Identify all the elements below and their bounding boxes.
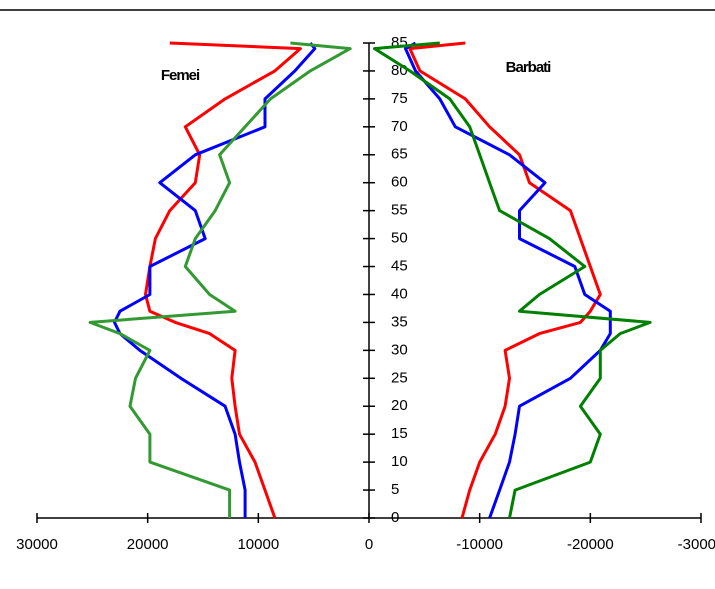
y-tick-label: 55: [391, 202, 408, 219]
y-tick-label: 35: [391, 313, 408, 330]
x-tick-label: 30000: [16, 536, 58, 553]
x-tick-label: 0: [365, 536, 373, 553]
y-tick-label: 40: [391, 285, 408, 302]
y-tick-label: 70: [391, 118, 408, 135]
series-line: [373, 41, 652, 519]
y-tick-label: 15: [391, 425, 408, 442]
series-line: [88, 41, 352, 518]
x-tick-label: 10000: [237, 536, 279, 553]
y-tick-label: 20: [391, 397, 408, 414]
x-tick-label: -30000: [678, 536, 715, 553]
series-line: [144, 41, 302, 519]
series-line: [404, 41, 612, 519]
annotation: Barbati: [506, 59, 552, 76]
x-tick-label: -10000: [456, 536, 503, 553]
y-tick-label: 65: [391, 146, 408, 163]
y-tick-label: 25: [391, 369, 408, 386]
series-line: [408, 41, 602, 519]
annotation: Femei: [161, 67, 200, 84]
y-tick-label: 5: [391, 481, 399, 498]
y-tick-label: 50: [391, 230, 408, 247]
x-tick-label: -20000: [567, 536, 614, 553]
x-tick-label: 20000: [127, 536, 169, 553]
y-tick-label: 75: [391, 90, 408, 107]
y-tick-label: 10: [391, 453, 408, 470]
y-tick-label: 60: [391, 174, 408, 191]
y-tick-label: 30: [391, 341, 408, 358]
y-tick-label: 0: [391, 509, 399, 526]
y-tick-label: 45: [391, 257, 408, 274]
series-line: [113, 42, 317, 518]
